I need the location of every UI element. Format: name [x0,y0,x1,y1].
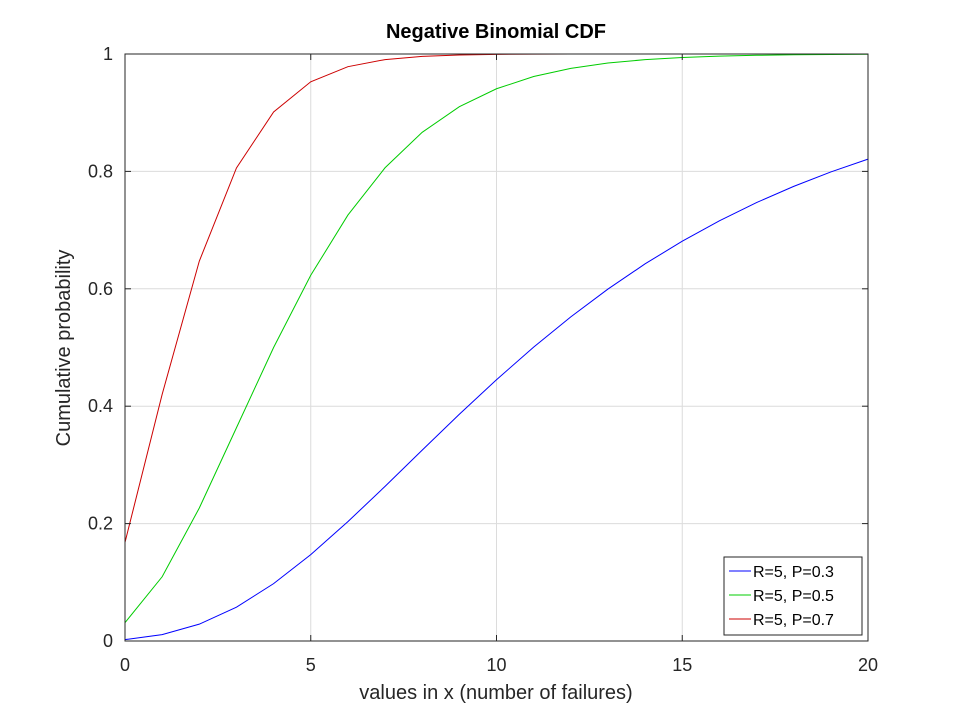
y-tick-label: 0.4 [88,396,113,416]
x-tick-label: 15 [672,655,692,675]
legend-label-3: R=5, P=0.7 [753,612,834,629]
y-tick-label: 1 [103,44,113,64]
x-tick-label: 0 [120,655,130,675]
y-tick-labels: 0 0.2 0.4 0.6 0.8 1 [88,44,113,651]
y-tick-label: 0.8 [88,161,113,181]
y-tick-label: 0 [103,631,113,651]
x-tick-label: 5 [306,655,316,675]
series-line-1 [124,158,869,641]
legend-label-2: R=5, P=0.5 [753,588,834,605]
ticks [124,53,869,642]
series-line-2 [124,53,869,623]
legend-box [723,556,863,636]
chart-title: Negative Binomial CDF [386,21,606,43]
x-tick-labels: 0 5 10 15 20 [120,655,878,675]
y-axis-label: Cumulative probability [53,250,75,447]
x-tick-label: 20 [858,655,878,675]
x-tick-label: 10 [486,655,506,675]
legend-label-1: R=5, P=0.3 [753,564,834,581]
y-tick-label: 0.2 [88,514,113,534]
legend: R=5, P=0.3 R=5, P=0.5 R=5, P=0.7 [723,556,863,636]
grid [124,53,869,642]
y-tick-label: 0.6 [88,279,113,299]
x-axis-label: values in x (number of failures) [359,682,632,704]
